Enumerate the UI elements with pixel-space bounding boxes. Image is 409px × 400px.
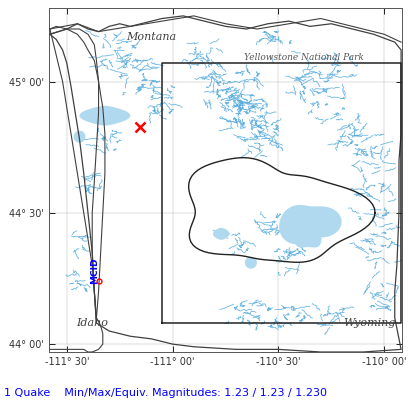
Polygon shape (80, 106, 129, 125)
Polygon shape (279, 206, 340, 244)
Text: Wyoming: Wyoming (342, 318, 395, 328)
Text: 1 Quake    Min/Max/Equiv. Magnitudes: 1.23 / 1.23 / 1.230: 1 Quake Min/Max/Equiv. Magnitudes: 1.23 … (4, 388, 326, 398)
Polygon shape (74, 132, 85, 142)
Polygon shape (294, 231, 320, 247)
Polygon shape (188, 158, 374, 262)
Text: MCID: MCID (90, 257, 99, 284)
Polygon shape (50, 16, 400, 352)
Text: Yellowstone National Park: Yellowstone National Park (243, 53, 363, 62)
Text: Idaho: Idaho (76, 318, 108, 328)
Polygon shape (245, 258, 256, 268)
Text: Montana: Montana (126, 32, 176, 42)
Polygon shape (213, 228, 228, 239)
